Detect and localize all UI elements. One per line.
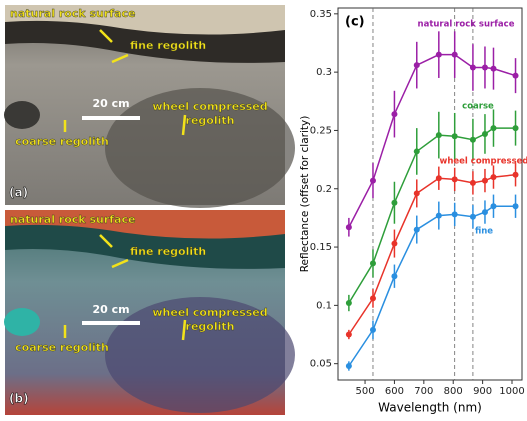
data-point [370,295,376,301]
image-annotation: wheel compressed [152,100,267,113]
y-tick-label: 0.3 [316,67,332,78]
figure: (c) Wavelength (nm) Reflectance (offset … [0,0,527,417]
data-point [482,209,488,215]
image-annotation: regolith [186,320,235,333]
data-point [436,175,442,181]
data-point [370,327,376,333]
image-annotation: regolith [186,114,235,127]
data-point [414,227,420,233]
data-point [391,241,397,247]
series-line [349,128,516,303]
data-point [490,203,496,209]
y-tick-label: 0.25 [310,125,332,136]
data-point [470,214,476,220]
data-point [452,133,458,139]
data-point [370,178,376,184]
data-point [490,66,496,72]
series-label: wheel compressed [439,157,527,167]
data-point [452,211,458,217]
data-point [513,203,519,209]
data-point [391,200,397,206]
x-tick-label: 1000 [499,386,524,397]
panel-label: (a) [9,186,28,200]
x-tick-label: 600 [385,386,404,397]
series-line [349,175,516,335]
image-annotation: fine regolith [130,245,206,258]
data-point [513,172,519,178]
data-point [414,190,420,196]
data-point [346,332,352,338]
x-tick-label: 500 [355,386,374,397]
page: {"panels": [ {"label": "(a)", "annotatio… [0,0,527,417]
x-tick-label: 900 [473,386,492,397]
y-tick-label: 0.35 [310,9,332,20]
y-tick-label: 0.2 [316,184,332,195]
image-annotation: wheel compressed [152,306,267,319]
data-point [513,125,519,131]
data-point [490,125,496,131]
data-point [370,260,376,266]
data-point [391,273,397,279]
data-point [436,213,442,219]
data-point [482,178,488,184]
series-label: coarse [462,102,494,112]
image-annotation: 20 cm [92,303,129,316]
data-point [391,111,397,117]
image-annotation: natural rock surface [10,7,135,20]
data-point [470,137,476,143]
image-annotation: 20 cm [92,97,129,110]
data-point [414,148,420,154]
series-label: natural rock surface [418,20,515,30]
image-annotation: coarse regolith [15,135,109,148]
data-point [470,180,476,186]
data-point [482,131,488,137]
y-tick-label: 0.15 [310,242,332,253]
x-axis-label: Wavelength (nm) [378,401,482,415]
series-label: fine [475,227,493,237]
data-point [346,224,352,230]
data-point [346,363,352,369]
data-point [513,73,519,79]
data-point [346,300,352,306]
data-point [452,176,458,182]
data-point [452,52,458,58]
data-point [414,62,420,68]
data-point [482,64,488,70]
y-tick-label: 0.05 [310,359,332,370]
data-point [436,132,442,138]
panel-label: (b) [9,392,29,406]
image-annotation: natural rock surface [10,213,135,226]
data-point [436,52,442,58]
image-annotation: coarse regolith [15,341,109,354]
data-point [490,174,496,180]
x-tick-label: 800 [444,386,463,397]
data-point [470,64,476,70]
y-tick-label: 0.1 [316,300,332,311]
image-annotation: fine regolith [130,39,206,52]
chart-title: (c) [345,15,365,30]
x-tick-label: 700 [414,386,433,397]
